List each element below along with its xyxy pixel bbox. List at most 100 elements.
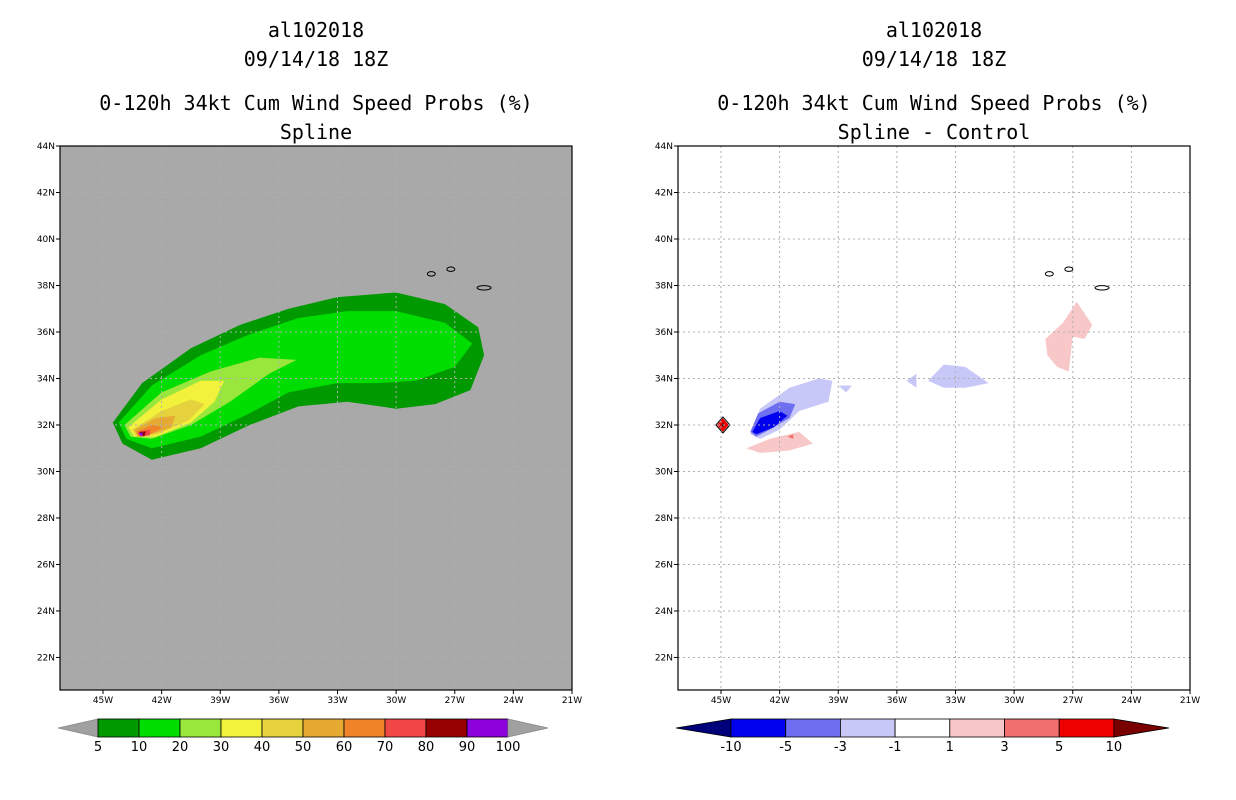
contour-fill-10: [721, 422, 725, 428]
colorbar-segment: [261, 718, 304, 738]
y-tick-label: 22N: [655, 653, 673, 663]
colorbar-segment: [302, 718, 345, 738]
colorbar-segment: [138, 718, 181, 738]
left-title-datetime: 09/14/18 18Z: [243, 47, 389, 71]
x-tick-label: 33W: [945, 696, 965, 706]
y-tick-label: 44N: [655, 142, 673, 152]
y-tick-label: 44N: [37, 142, 55, 152]
island-outline: [1064, 266, 1074, 272]
x-tick-label: 36W: [269, 696, 289, 706]
x-tick-label: 24W: [1121, 696, 1141, 706]
island-outline: [446, 266, 456, 272]
right-title-product: 0-120h 34kt Cum Wind Speed Probs (%): [717, 91, 1151, 115]
colorbar-end-right: [507, 718, 549, 738]
y-tick-label: 22N: [37, 653, 55, 663]
colorbar-label: 90: [459, 740, 476, 755]
y-tick-label: 26N: [37, 560, 55, 570]
x-tick-label: 21W: [1180, 696, 1200, 706]
right-title-datetime: 09/14/18 18Z: [861, 47, 1007, 71]
colorbar: -10 -5 -3 -1 1 3 5 10: [675, 718, 1169, 755]
colorbar-label: -5: [779, 740, 792, 755]
colorbar-label: 30: [213, 740, 230, 755]
colorbar-label: -1: [889, 740, 902, 755]
contour-fill--3: [906, 373, 917, 388]
right-panel-title: al102018 09/14/18 18Z 0-120h 34kt Cum Wi…: [678, 16, 1190, 147]
colorbar-label: 40: [254, 740, 271, 755]
colorbar-end-left: [57, 718, 99, 738]
plot-background: [678, 146, 1190, 690]
colorbar-segment: [785, 718, 841, 738]
y-tick-label: 40N: [37, 235, 55, 245]
colorbar-segment: [840, 718, 896, 738]
x-tick-label: 30W: [1004, 696, 1024, 706]
colorbar-label: 10: [131, 740, 148, 755]
contour-fill--3: [928, 364, 989, 388]
island-outline: [1094, 285, 1110, 291]
colorbar-label: 70: [377, 740, 394, 755]
colorbar-label: 10: [1106, 740, 1123, 755]
y-tick-label: 26N: [655, 560, 673, 570]
colorbar-label: 5: [94, 740, 102, 755]
y-tick-label: 32N: [37, 421, 55, 431]
x-tick-label: 24W: [503, 696, 523, 706]
colorbar-segment: [220, 718, 263, 738]
y-tick-label: 40N: [655, 235, 673, 245]
colorbar-segment: [894, 718, 951, 738]
y-tick-label: 28N: [37, 514, 55, 524]
y-tick-label: 34N: [37, 374, 55, 384]
left-panel-title: al102018 09/14/18 18Z 0-120h 34kt Cum Wi…: [60, 16, 572, 147]
plot-frame: [677, 145, 1191, 691]
colorbar-segment: [949, 718, 1005, 738]
x-tick-label: 27W: [1063, 696, 1083, 706]
colorbar-label: 50: [295, 740, 312, 755]
colorbar-label: 3: [1000, 740, 1008, 755]
island-outline: [426, 271, 436, 277]
x-tick-label: 39W: [210, 696, 230, 706]
x-tick-label: 45W: [93, 696, 113, 706]
y-tick-label: 36N: [655, 328, 673, 338]
y-tick-label: 24N: [655, 607, 673, 617]
left-title-product: 0-120h 34kt Cum Wind Speed Probs (%): [99, 91, 533, 115]
y-tick-label: 28N: [655, 514, 673, 524]
colorbar-label: 1: [946, 740, 954, 755]
x-tick-label: 30W: [386, 696, 406, 706]
colorbar-label: 60: [336, 740, 353, 755]
island-outline: [476, 285, 492, 291]
x-tick-label: 27W: [445, 696, 465, 706]
y-tick-label: 32N: [655, 421, 673, 431]
y-tick-label: 42N: [37, 188, 55, 198]
right-title-storm: al102018: [885, 18, 983, 42]
colorbar-segment: [384, 718, 427, 738]
plot-frame: [59, 145, 573, 691]
colorbar-label: -10: [720, 740, 741, 755]
colorbar-end-right: [1113, 718, 1169, 738]
y-tick-label: 24N: [37, 607, 55, 617]
left-title-storm: al102018: [267, 18, 365, 42]
colorbar: 5 10 20 30 40 50 60 70 80 90 100: [57, 718, 549, 755]
colorbar-segment: [97, 718, 140, 738]
x-tick-label: 42W: [769, 696, 789, 706]
y-tick-label: 34N: [655, 374, 673, 384]
y-tick-label: 38N: [655, 281, 673, 291]
y-tick-label: 30N: [37, 467, 55, 477]
chart-panel-2: 45W 42W 39W 36W 33W 30W 27W 24W 21W 44N 42N 40N 38N 3…: [655, 142, 1200, 755]
contour-fill-1: [1045, 301, 1093, 372]
contour-fill-90: [138, 432, 144, 437]
colorbar-label: 5: [1055, 740, 1063, 755]
colorbar-segment: [1004, 718, 1060, 738]
x-tick-label: 33W: [327, 696, 347, 706]
island-outline: [1044, 271, 1054, 277]
contour-fill--3: [838, 385, 852, 393]
colorbar-segment: [466, 718, 509, 738]
y-tick-label: 38N: [37, 281, 55, 291]
chart-panel-1: 45W 42W 39W 36W 33W 30W 27W 24W 21W 44N 42N 40N 38N 3…: [37, 142, 582, 755]
colorbar-label: -3: [834, 740, 847, 755]
x-tick-label: 21W: [562, 696, 582, 706]
x-tick-label: 36W: [887, 696, 907, 706]
x-tick-label: 45W: [711, 696, 731, 706]
colorbar-label: 20: [172, 740, 189, 755]
colorbar-end-left: [675, 718, 732, 738]
right-title-subtitle: Spline - Control: [837, 120, 1031, 144]
contour-fill-3: [787, 434, 794, 439]
